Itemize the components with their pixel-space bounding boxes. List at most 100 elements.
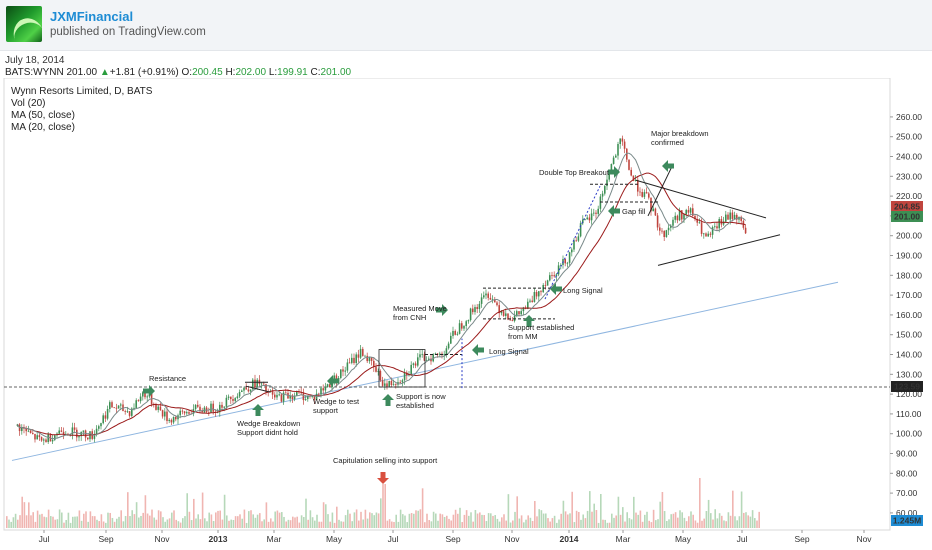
candle-body xyxy=(691,208,694,216)
candle-body xyxy=(346,362,349,371)
price-chart[interactable]: 260.00250.00240.00230.00220.00210.00200.… xyxy=(0,78,932,550)
candle-body xyxy=(130,408,133,416)
candle-body xyxy=(97,426,100,429)
volume-bar xyxy=(94,516,96,528)
candle-body xyxy=(709,233,712,235)
candle-body xyxy=(216,412,219,414)
volume-bar xyxy=(567,514,569,528)
volume-bar xyxy=(307,519,309,528)
candle-body xyxy=(716,226,718,229)
candle-body xyxy=(489,297,492,300)
volume-bar xyxy=(289,520,292,528)
volume-bar xyxy=(28,502,30,528)
volume-bar xyxy=(406,522,408,528)
volume-bar xyxy=(331,512,334,528)
candle-body xyxy=(619,138,621,145)
volume-bar xyxy=(122,521,125,528)
candle-body xyxy=(674,215,676,220)
volume-bar xyxy=(91,516,94,528)
candle-body xyxy=(115,407,118,409)
volume-bar xyxy=(173,510,175,528)
volume-bar xyxy=(734,516,736,528)
x-tick-label: Jul xyxy=(737,534,748,544)
volume-bar xyxy=(745,512,747,528)
y-tick-label: 100.00 xyxy=(896,429,922,439)
author-logo[interactable] xyxy=(6,6,42,42)
volume-bar xyxy=(487,513,490,528)
volume-bar xyxy=(193,498,195,528)
volume-bar xyxy=(85,511,87,528)
y-tick-label: 140.00 xyxy=(896,350,922,360)
volume-bar xyxy=(342,521,345,528)
candle-body xyxy=(500,311,503,314)
volume-bar xyxy=(630,519,633,528)
candle-body xyxy=(548,275,551,281)
candle-body xyxy=(606,179,608,187)
candle-body xyxy=(368,357,371,362)
candle-body xyxy=(31,433,34,435)
arrow-down-icon xyxy=(377,472,389,484)
volume-bar xyxy=(644,514,646,528)
candle-body xyxy=(566,262,569,264)
volume-bar xyxy=(52,516,54,528)
arrow-right-icon xyxy=(436,304,448,316)
volume-bar xyxy=(545,513,547,528)
annotation-major-breakdown: Major breakdown confirmed xyxy=(651,129,709,147)
volume-bar xyxy=(21,496,23,528)
candle-body xyxy=(551,275,553,276)
annotation-resistance: Resistance xyxy=(149,374,186,383)
volume-bar xyxy=(415,510,417,528)
volume-bar xyxy=(201,492,204,528)
volume-bar xyxy=(419,509,422,528)
candle-body xyxy=(425,360,428,362)
candle-body xyxy=(698,222,701,224)
volume-bar xyxy=(338,519,340,528)
volume-bar xyxy=(50,516,52,528)
volume-bar xyxy=(564,511,567,528)
y-tick-label: 90.00 xyxy=(896,449,918,459)
candle-body xyxy=(672,219,674,226)
candle-body xyxy=(515,311,518,316)
candle-body xyxy=(564,259,566,264)
volume-bar xyxy=(413,513,415,528)
volume-bar xyxy=(215,512,217,528)
candle-body xyxy=(254,379,256,388)
legend-ma50: MA (50, close) xyxy=(11,110,75,121)
volume-bar xyxy=(184,516,186,528)
volume-bar xyxy=(457,513,459,528)
candle-body xyxy=(595,212,597,214)
candle-body xyxy=(434,353,437,355)
volume-bar xyxy=(553,515,556,528)
volume-bar xyxy=(124,516,127,528)
candle-body xyxy=(628,159,630,170)
volume-bar xyxy=(369,512,371,528)
x-tick-label: Jul xyxy=(39,534,50,544)
volume-bar xyxy=(186,493,188,528)
arrow-right-icon xyxy=(143,385,155,397)
volume-bar xyxy=(237,516,239,528)
volume-bar xyxy=(520,515,523,528)
y-tick-label: 170.00 xyxy=(896,290,922,300)
volume-bar xyxy=(586,510,589,528)
volume-bar xyxy=(107,512,109,528)
y-tick-label: 230.00 xyxy=(896,171,922,181)
volume-bar xyxy=(560,513,562,528)
last-price: 201.00 xyxy=(66,67,98,78)
candle-body xyxy=(361,348,364,356)
candle-body xyxy=(106,409,109,419)
candle-body xyxy=(592,212,595,214)
volume-bar xyxy=(452,514,455,528)
volume-bar xyxy=(243,509,246,528)
candle-body xyxy=(603,186,606,194)
plot-area xyxy=(3,78,891,531)
volume-bar xyxy=(432,511,435,528)
author-name[interactable]: JXMFinancial xyxy=(50,9,134,24)
volume-bar xyxy=(628,518,631,528)
candle-body xyxy=(511,320,514,322)
candle-body xyxy=(102,415,104,424)
volume-bar xyxy=(65,519,67,528)
volume-bar xyxy=(78,510,81,528)
volume-bar xyxy=(597,522,600,528)
candle-body xyxy=(546,280,549,286)
candle-body xyxy=(731,212,734,219)
